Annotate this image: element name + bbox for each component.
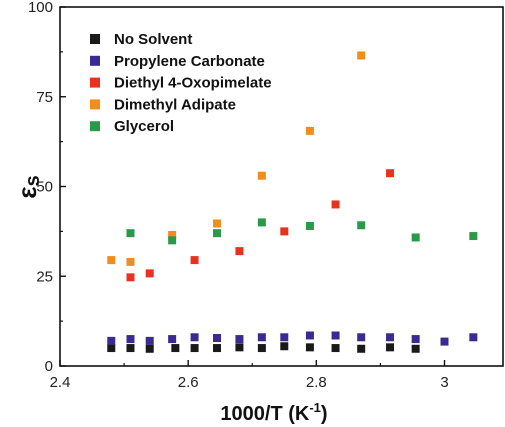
data-point-diethyl-4-oxopimelate (280, 227, 289, 236)
data-point-propylene-carbonate (168, 335, 177, 344)
data-point-propylene-carbonate (305, 331, 314, 340)
data-point-glycerol (126, 229, 135, 238)
data-point-no-solvent (331, 344, 340, 353)
y-tick-label: 50 (36, 179, 53, 196)
x-axis-title-main: 1000/T (K (220, 403, 309, 425)
legend-label-no-solvent: No Solvent (114, 31, 192, 48)
legend-marker-propylene-carbonate (90, 55, 100, 66)
x-tick-label: 2.8 (306, 374, 327, 391)
data-point-dimethyl-adipate (107, 256, 116, 265)
data-point-glycerol (411, 233, 420, 242)
data-point-propylene-carbonate (257, 333, 266, 342)
data-point-diethyl-4-oxopimelate (145, 269, 154, 278)
data-point-no-solvent (213, 344, 222, 353)
data-point-no-solvent (257, 344, 266, 353)
data-point-propylene-carbonate (213, 333, 222, 342)
data-point-glycerol (257, 218, 266, 227)
data-point-dimethyl-adipate (213, 219, 222, 228)
y-tick-label: 25 (36, 268, 53, 285)
x-tick-label: 2.4 (50, 374, 71, 391)
legend-marker-diethyl-4-oxopimelate (90, 77, 100, 88)
data-point-no-solvent (357, 344, 366, 353)
data-point-glycerol (168, 236, 177, 245)
data-point-no-solvent (126, 344, 135, 353)
data-point-diethyl-4-oxopimelate (235, 247, 244, 256)
data-point-glycerol (469, 232, 478, 241)
legend-label-diethyl-4-oxopimelate: Diethyl 4-Oxopimelate (114, 75, 272, 92)
y-tick-label: 100 (28, 0, 53, 16)
axis-ticks: 2.4 2.6 2.8 3 0 25 50 75 100 (28, 0, 449, 391)
data-point-propylene-carbonate (440, 337, 449, 346)
legend-label-glycerol: Glycerol (114, 118, 174, 135)
data-point-glycerol (213, 229, 222, 238)
x-tick-label: 3 (440, 374, 448, 391)
data-point-no-solvent (145, 344, 154, 353)
data-point-propylene-carbonate (280, 333, 289, 342)
legend-label-propylene-carbonate: Propylene Carbonate (114, 53, 265, 70)
y-axis-title: εs (12, 175, 44, 198)
y-tick-label: 0 (45, 358, 53, 375)
data-point-no-solvent (171, 344, 180, 353)
x-tick-label: 2.6 (178, 374, 199, 391)
data-point-propylene-carbonate (235, 335, 244, 344)
data-point-propylene-carbonate (469, 333, 478, 342)
x-axis-title: 1000/T (K-1) (220, 400, 327, 425)
data-point-diethyl-4-oxopimelate (331, 200, 340, 209)
legend-label-dimethyl-adipate: Dimethyl Adipate (114, 96, 236, 113)
data-point-dimethyl-adipate (305, 126, 314, 135)
y-tick-label: 75 (36, 89, 53, 106)
legend-marker-dimethyl-adipate (90, 99, 100, 110)
x-axis-title-superscript: -1 (309, 400, 321, 415)
data-point-propylene-carbonate (145, 336, 154, 345)
data-point-no-solvent (190, 344, 199, 353)
data-point-no-solvent (235, 343, 244, 352)
data-point-glycerol (305, 221, 314, 230)
data-point-no-solvent (280, 342, 289, 351)
data-point-diethyl-4-oxopimelate (386, 169, 395, 178)
data-points (107, 51, 478, 353)
x-axis-title-tail: ) (321, 403, 328, 425)
data-point-glycerol (357, 221, 366, 230)
data-point-dimethyl-adipate (168, 230, 177, 239)
data-point-propylene-carbonate (331, 331, 340, 340)
data-point-diethyl-4-oxopimelate (126, 273, 135, 282)
data-point-dimethyl-adipate (257, 171, 266, 180)
data-point-propylene-carbonate (190, 333, 199, 342)
data-point-propylene-carbonate (357, 333, 366, 342)
data-point-dimethyl-adipate (126, 257, 135, 266)
y-axis-title-main: ε (12, 186, 42, 198)
legend-marker-glycerol (90, 121, 100, 132)
data-point-no-solvent (305, 343, 314, 352)
data-point-propylene-carbonate (411, 335, 420, 344)
data-point-dimethyl-adipate (357, 51, 366, 60)
legend-marker-no-solvent (90, 34, 100, 44)
data-point-propylene-carbonate (107, 336, 116, 345)
legend: No Solvent Propylene Carbonate Diethyl 4-O… (90, 31, 272, 135)
data-point-propylene-carbonate (126, 335, 135, 344)
data-point-no-solvent (107, 344, 116, 353)
data-point-no-solvent (411, 344, 420, 353)
data-point-diethyl-4-oxopimelate (190, 256, 199, 265)
y-axis-title-subscript: s (22, 175, 44, 186)
data-point-no-solvent (386, 343, 395, 352)
data-point-propylene-carbonate (386, 333, 395, 342)
